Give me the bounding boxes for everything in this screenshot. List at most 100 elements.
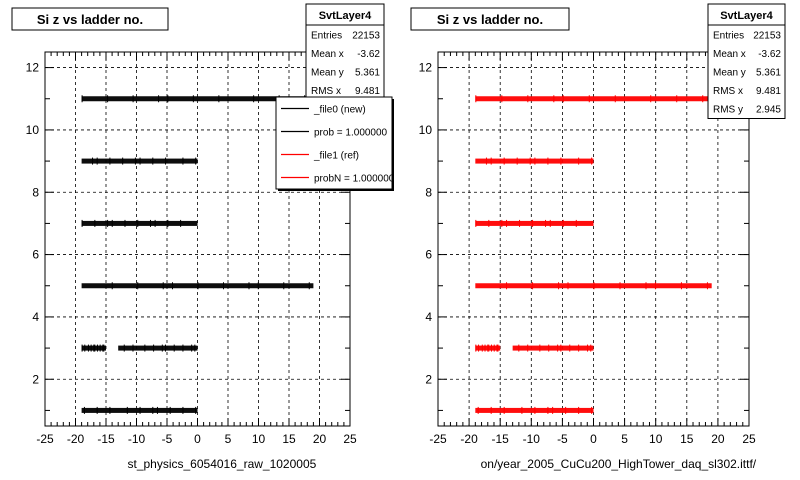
data-point-ladder-5 [506, 282, 508, 290]
stats-label: RMS y [713, 105, 743, 116]
x-tick-label: 5 [621, 432, 628, 446]
stats-label: Mean y [311, 68, 344, 79]
y-tick-label: 12 [419, 61, 433, 75]
data-point-ladder-9 [109, 157, 111, 165]
data-point-ladder-3 [475, 344, 477, 352]
data-point-ladder-3 [84, 344, 86, 352]
data-point-ladder-9 [139, 157, 141, 165]
data-point-ladder-9 [534, 157, 536, 165]
x-tick-label: 20 [711, 432, 725, 446]
data-point-ladder-5 [172, 282, 174, 290]
data-point-ladder-7 [81, 219, 83, 227]
data-point-ladder-3 [96, 344, 98, 352]
stats-label: Mean x [713, 49, 746, 60]
data-band-ladder-7-1 [81, 220, 198, 226]
data-point-ladder-11 [588, 95, 590, 103]
legend-label: probN = 1.000000 [314, 174, 395, 185]
y-tick-label: 2 [425, 372, 432, 386]
data-point-ladder-11 [676, 95, 678, 103]
data-point-ladder-3 [490, 344, 492, 352]
data-point-ladder-7 [154, 219, 156, 227]
y-tick-label: 4 [425, 310, 432, 324]
data-point-ladder-5 [137, 282, 139, 290]
data-point-ladder-9 [516, 157, 518, 165]
legend: _file0 (new) prob = 1.000000 _file1 (ref) p… [275, 96, 395, 191]
legend-frame [275, 96, 393, 190]
y-tick-label: 10 [419, 123, 433, 137]
data-point-ladder-5 [257, 282, 259, 290]
chart-panel-2: -25 -20 -15 -10 -5 0 5 10 15 20 25 2 4 6 8 10 12 on/year_… [410, 3, 786, 471]
data-point-ladder-1 [109, 406, 111, 414]
chart-title: Si z vs ladder no. [37, 12, 143, 27]
data-point-ladder-11 [132, 95, 134, 103]
data-point-ladder-7 [94, 219, 96, 227]
data-point-ladder-5 [645, 282, 647, 290]
data-point-ladder-5 [654, 282, 656, 290]
data-point-ladder-3 [518, 344, 520, 352]
data-point-ladder-11 [614, 95, 616, 103]
data-point-ladder-5 [111, 282, 113, 290]
x-tick-label: 15 [680, 432, 694, 446]
data-point-ladder-7 [562, 219, 564, 227]
stats-label: RMS x [311, 86, 341, 97]
data-point-ladder-9 [195, 157, 197, 165]
chart-title-box [11, 7, 169, 31]
legend-label: _file0 (new) [313, 105, 366, 116]
data-point-ladder-3 [557, 344, 559, 352]
stats-value: -3.62 [357, 49, 380, 60]
x-tick-label: -25 [429, 432, 447, 446]
data-point-ladder-3 [587, 344, 589, 352]
data-point-ladder-9 [165, 157, 167, 165]
data-point-ladder-3 [569, 344, 571, 352]
stats-box-frame [305, 3, 385, 101]
legend-label: _file1 (ref) [313, 151, 359, 162]
data-point-ladder-3 [102, 344, 104, 352]
data-point-ladder-9 [485, 157, 487, 165]
x-tick-label: 10 [649, 432, 663, 446]
data-point-ladder-3 [487, 344, 489, 352]
stats-value: 22153 [753, 31, 781, 42]
data-point-ladder-3 [527, 344, 529, 352]
x-tick-label: -5 [162, 432, 173, 446]
data-point-ladder-1 [547, 406, 549, 414]
data-point-ladder-9 [182, 157, 184, 165]
data-point-ladder-7 [575, 219, 577, 227]
stats-box: SvtLayer4 Entries 22153 Mean x -3.62 Mean y 5.… [707, 3, 786, 119]
x-tick-label: -20 [460, 432, 478, 446]
data-point-ladder-5 [308, 282, 310, 290]
data-point-ladder-11 [475, 95, 477, 103]
data-point-ladder-1 [152, 406, 154, 414]
y-tick-label: 2 [32, 372, 39, 386]
data-point-ladder-3 [191, 344, 193, 352]
data-point-ladder-1 [126, 406, 128, 414]
data-point-ladder-5 [283, 282, 285, 290]
data-point-ladder-5 [248, 282, 250, 290]
data-point-ladder-3 [164, 344, 166, 352]
data-point-ladder-3 [497, 344, 499, 352]
data-band-ladder-7-1 [475, 220, 594, 226]
data-point-ladder-3 [103, 344, 105, 352]
data-point-ladder-9 [547, 157, 549, 165]
data-point-ladder-7 [180, 219, 182, 227]
data-point-ladder-7 [475, 219, 477, 227]
data-band-ladder-3-2 [512, 345, 594, 351]
data-point-ladder-9 [529, 157, 531, 165]
y-tick-label: 12 [26, 61, 40, 75]
chart-title-box [410, 7, 570, 31]
chart-panel-1: -25 -20 -15 -10 -5 0 5 10 15 20 25 2 4 6 8 10 12 st_physi… [11, 3, 395, 471]
x-tick-label: 5 [225, 432, 232, 446]
data-point-ladder-3 [182, 344, 184, 352]
data-point-ladder-3 [87, 344, 89, 352]
y-tick-label: 8 [32, 185, 39, 199]
legend-entries: _file0 (new) prob = 1.000000 _file1 (ref) p… [281, 105, 395, 185]
x-tick-label: 20 [313, 432, 327, 446]
data-point-ladder-3 [496, 344, 498, 352]
data-point-ladder-9 [578, 157, 580, 165]
y-tick-label: 4 [32, 310, 39, 324]
stats-value: -3.62 [758, 49, 781, 60]
data-point-ladder-5 [197, 282, 199, 290]
x-tick-label: -15 [97, 432, 115, 446]
y-tick-label: 8 [425, 185, 432, 199]
x-axis-label: st_physics_6054016_raw_1020005 [127, 457, 316, 471]
stats-label: Mean x [311, 49, 344, 60]
